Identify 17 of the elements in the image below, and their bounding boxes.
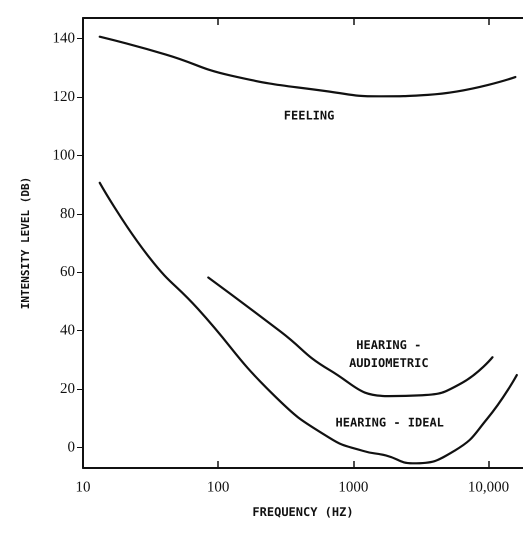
y-tick-label: 80 — [60, 206, 75, 222]
series-label: FEELING — [284, 108, 334, 122]
series-label: HEARING - IDEAL — [336, 415, 444, 430]
y-tick-label: 120 — [52, 88, 75, 105]
series-label: HEARING - AUDIOMETRIC — [349, 338, 429, 370]
y-tick-label: 20 — [60, 381, 75, 398]
x-tick-label: 10,000 — [468, 480, 510, 496]
y-tick-label: 140 — [52, 30, 75, 46]
y-tick-label: 40 — [60, 322, 75, 339]
y-axis-title: INTENSITY LEVEL (DB) — [19, 176, 32, 310]
x-axis-title: FREQUENCY (HZ) — [252, 505, 354, 519]
x-tick-label: 1000 — [338, 480, 368, 496]
y-tick-label: 0 — [68, 440, 75, 456]
y-tick-label: 100 — [52, 147, 75, 164]
y-tick-label: 60 — [60, 264, 75, 280]
x-tick-label: 100 — [206, 480, 230, 496]
x-tick-label: 10 — [76, 480, 90, 496]
